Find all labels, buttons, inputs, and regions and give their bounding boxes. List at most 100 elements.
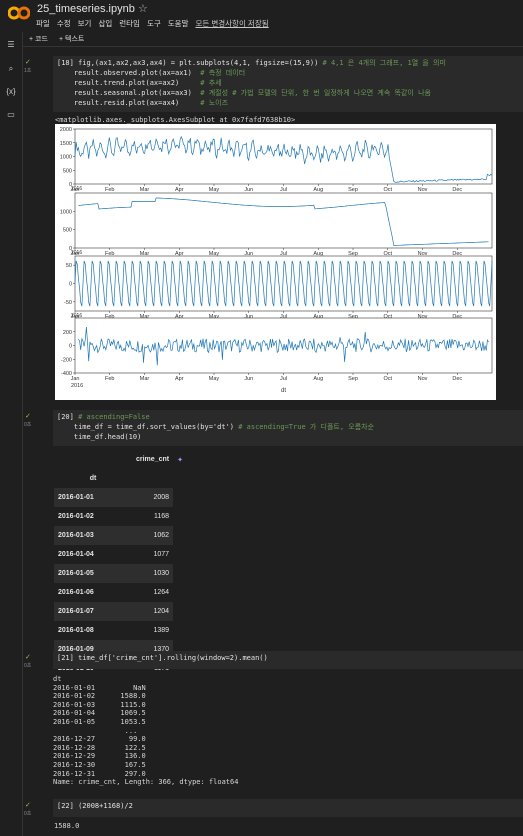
- x-tick-label: Oct: [383, 251, 392, 257]
- output-line: 2016-12-29 136.0: [53, 752, 146, 761]
- row-index: 2016-01-08: [58, 627, 94, 634]
- code-line: result.trend.plot(ax=ax2): [57, 79, 180, 87]
- output-line: 2016-12-28 122.5: [53, 743, 146, 752]
- exec-time: 1초: [24, 68, 32, 74]
- output-line: 2016-01-03 1115.0: [53, 700, 146, 709]
- code-editor[interactable]: [22] (2008+1168)/2: [53, 799, 523, 817]
- star-icon[interactable]: ☆: [138, 3, 148, 15]
- colab-logo-icon[interactable]: [8, 6, 30, 20]
- y-tick-label: 500: [63, 168, 72, 174]
- x-tick-label: Sep: [348, 376, 358, 382]
- menu-tools[interactable]: 도구: [146, 19, 161, 28]
- x-tick-label: Mar: [140, 251, 150, 257]
- run-check-icon[interactable]: ✓: [25, 59, 31, 66]
- x-tick-label: Dec: [452, 314, 462, 320]
- decomposition-chart: 0 500 1000 1500 2000 Jan Feb Mar Apr May Jun Jul Aug…: [55, 124, 496, 400]
- table-row: 2016-01-07 1204: [54, 602, 187, 621]
- x-tick-label: Apr: [175, 314, 184, 320]
- add-code-button[interactable]: + 코드: [29, 36, 48, 43]
- menu-file[interactable]: 파일: [36, 19, 50, 28]
- table-row: 2016-01-02 1168: [54, 507, 187, 526]
- x-tick-label: Sep: [348, 187, 358, 193]
- menu-insert[interactable]: 삽입: [98, 19, 113, 28]
- output-line: 2016-12-31 297.0: [53, 769, 146, 778]
- x-tick-label: Mar: [140, 376, 150, 382]
- column-header: crime_cnt: [136, 456, 170, 463]
- row-value: 1168: [154, 513, 170, 520]
- code-comment: # 4,1 은 4개의 그래프, 1열 을 의미: [322, 59, 446, 67]
- code-cell-22: ✓ 0초 [22] (2008+1168)/2: [23, 799, 523, 817]
- code-line: result.observed.plot(ax=ax1): [57, 69, 192, 77]
- row-index: 2016-01-07: [54, 602, 132, 621]
- code-cell-20: ✓ 0초 [20] # ascending=False time_df = ti…: [23, 410, 523, 446]
- series-line-observed: [74, 135, 493, 183]
- series-line-trend: [78, 197, 489, 246]
- save-status[interactable]: 모든 변경사항이 저장됨: [195, 19, 269, 28]
- output-line: 2016-01-05 1053.5: [53, 717, 146, 726]
- output-line: 2016-12-30 167.5: [53, 760, 146, 769]
- y-tick-label: 500: [63, 228, 72, 234]
- x-tick-label: Jan: [71, 251, 80, 257]
- variables-icon[interactable]: {x}: [6, 87, 16, 96]
- table-row: 2016-01-05 1030: [54, 564, 187, 583]
- year-label: 2016: [71, 313, 82, 319]
- folder-icon[interactable]: ▭: [7, 110, 15, 119]
- row-index: 2016-01-04: [58, 551, 94, 558]
- row-index: 2016-01-03: [54, 526, 132, 545]
- cell-22-output: 1588.0: [54, 822, 80, 830]
- x-tick-label: May: [209, 187, 220, 193]
- code-line: time_df['crime_cnt'].rolling(window=2).m…: [78, 654, 268, 662]
- series-line-seasonal: [74, 260, 493, 307]
- year-label: 2016: [71, 250, 82, 256]
- y-tick-label: 1000: [60, 209, 72, 215]
- row-value: 2008: [132, 488, 174, 507]
- toc-icon[interactable]: ☰: [7, 40, 15, 49]
- run-check-icon[interactable]: ✓: [25, 654, 31, 661]
- code-comment: # 노이즈: [179, 99, 229, 107]
- code-line: (2008+1168)/2: [78, 802, 133, 810]
- x-tick-label: Sep: [348, 251, 358, 257]
- search-icon[interactable]: ⌕: [8, 64, 14, 73]
- code-comment: # 추세: [179, 79, 222, 87]
- x-tick-label: Oct: [383, 187, 392, 193]
- code-editor[interactable]: [18] fig,(ax1,ax2,ax3,ax4) = plt.subplot…: [53, 56, 523, 112]
- magic-wand-icon[interactable]: ✦: [177, 456, 183, 464]
- top-bar: 25_timeseries.ipynb ☆ 파일 수정 보기 삽입 런타임 도구…: [0, 0, 523, 32]
- run-check-icon[interactable]: ✓: [25, 413, 31, 420]
- row-value: 1062: [132, 526, 174, 545]
- x-tick-label: Nov: [418, 314, 428, 320]
- menu-view[interactable]: 보기: [77, 19, 92, 28]
- code-editor[interactable]: [20] # ascending=False time_df = time_df…: [53, 410, 523, 446]
- code-editor[interactable]: [21] time_df['crime_cnt'].rolling(window…: [53, 651, 523, 669]
- x-tick-label: Nov: [418, 187, 428, 193]
- output-line: ...: [53, 726, 138, 735]
- run-check-icon[interactable]: ✓: [25, 802, 31, 809]
- code-line: fig,(ax1,ax2,ax3,ax4) = plt.subplots(4,1…: [78, 59, 319, 67]
- table-row: 2016-01-06 1264: [54, 583, 187, 602]
- menu-help[interactable]: 도움말: [167, 19, 189, 28]
- x-tick-label: Nov: [418, 376, 428, 382]
- y-tick-label: -200: [61, 357, 72, 363]
- x-tick-label: May: [209, 376, 220, 382]
- exec-time: 0초: [24, 663, 32, 669]
- y-tick-label: 0: [69, 282, 72, 288]
- row-index: 2016-01-05: [54, 564, 132, 583]
- code-comment: # ascending=True 가 디폴트, 오름차순: [234, 423, 375, 431]
- add-text-button[interactable]: + 텍스트: [59, 36, 85, 43]
- notebook-title[interactable]: 25_timeseries.ipynb: [37, 3, 135, 15]
- x-tick-label: Mar: [140, 314, 150, 320]
- y-tick-label: 1000: [60, 155, 72, 161]
- menu-edit[interactable]: 수정: [56, 19, 71, 28]
- exec-time: 0초: [24, 422, 32, 428]
- x-tick-label: Feb: [105, 251, 114, 257]
- dataframe-table: crime_cnt ✦ dt 2016-01-01 2008 2016-01-02 1…: [54, 450, 187, 678]
- x-tick-label: Apr: [175, 187, 184, 193]
- output-line: 2016-01-01 NaN: [53, 683, 146, 692]
- x-tick-label: May: [209, 251, 220, 257]
- x-tick-label: Oct: [383, 376, 392, 382]
- x-tick-label: Dec: [452, 251, 462, 257]
- menu-runtime[interactable]: 런타임: [119, 19, 140, 28]
- row-value: 1030: [132, 564, 174, 583]
- code-line: time_df.head(10): [57, 433, 142, 441]
